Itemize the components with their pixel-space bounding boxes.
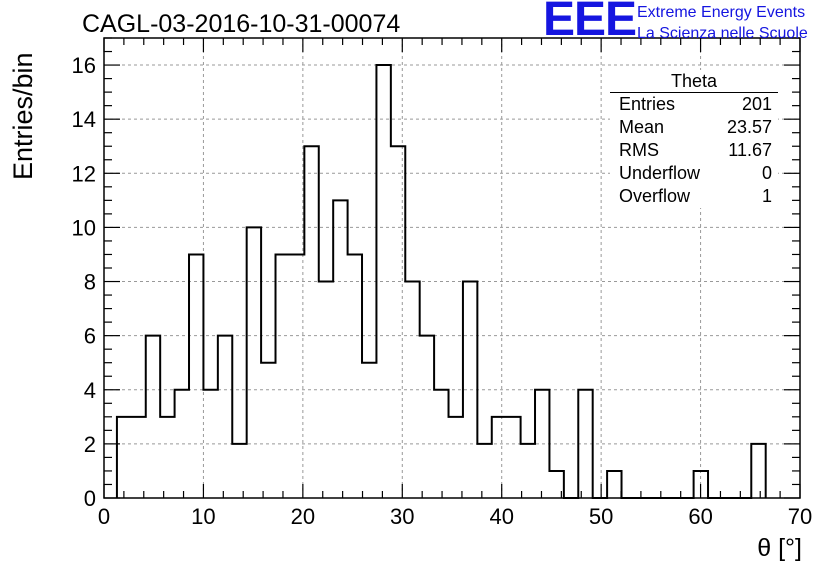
stats-value: 201 bbox=[741, 94, 772, 114]
stats-title: Theta bbox=[610, 70, 778, 93]
x-tick-label: 70 bbox=[788, 504, 812, 529]
chart-title: CAGL-03-2016-10-31-00074 bbox=[82, 10, 401, 38]
grid-lines bbox=[104, 38, 800, 498]
logo-line-1: Extreme Energy Events bbox=[637, 4, 806, 21]
x-tick-label: 10 bbox=[191, 504, 215, 529]
y-tick-label: 4 bbox=[84, 378, 96, 403]
y-tick-label: 14 bbox=[72, 107, 96, 132]
stats-row-entries: Entries 201 bbox=[610, 93, 778, 116]
x-tick-label: 30 bbox=[390, 504, 414, 529]
y-tick-label: 12 bbox=[72, 161, 96, 186]
eee-logo: EEE Extreme Energy Events La Scienza nel… bbox=[543, 0, 835, 44]
stats-row-mean: Mean 23.57 bbox=[610, 116, 778, 139]
stats-label: Overflow bbox=[619, 186, 691, 206]
stats-value: 23.57 bbox=[726, 117, 772, 137]
stats-row-underflow: Underflow 0 bbox=[610, 162, 778, 185]
x-tick-label: 0 bbox=[98, 504, 110, 529]
y-tick-label: 2 bbox=[84, 432, 96, 457]
y-tick-label: 8 bbox=[84, 270, 96, 295]
y-tick-label: 10 bbox=[72, 215, 96, 240]
x-tick-label: 60 bbox=[688, 504, 712, 529]
stats-label: Entries bbox=[619, 94, 676, 114]
stats-row-rms: RMS 11.67 bbox=[610, 139, 778, 162]
x-tick-label: 50 bbox=[589, 504, 613, 529]
y-tick-label: 0 bbox=[84, 486, 96, 511]
axes bbox=[103, 37, 801, 499]
logo-line-2: La Scienza nelle Scuole bbox=[637, 25, 808, 42]
x-tick-label: 20 bbox=[291, 504, 315, 529]
stats-value: 11.67 bbox=[728, 140, 772, 160]
stats-value: 0 bbox=[761, 163, 772, 183]
x-tick-label: 40 bbox=[489, 504, 513, 529]
y-axis-title: Entries/bin bbox=[8, 52, 38, 180]
y-tick-label: 6 bbox=[84, 324, 96, 349]
stats-value: 1 bbox=[761, 186, 772, 206]
stats-row-overflow: Overflow 1 bbox=[610, 185, 778, 208]
eee-logo-mark: EEE bbox=[543, 0, 637, 46]
stats-box: Theta Entries 201 Mean 23.57 RMS 11.67 Unde… bbox=[610, 70, 778, 208]
stats-label: Mean bbox=[619, 117, 665, 137]
stats-label: RMS bbox=[619, 140, 659, 160]
x-axis-title: θ [°] bbox=[757, 534, 802, 562]
stats-label: Underflow bbox=[619, 163, 701, 183]
y-tick-label: 16 bbox=[72, 53, 96, 78]
